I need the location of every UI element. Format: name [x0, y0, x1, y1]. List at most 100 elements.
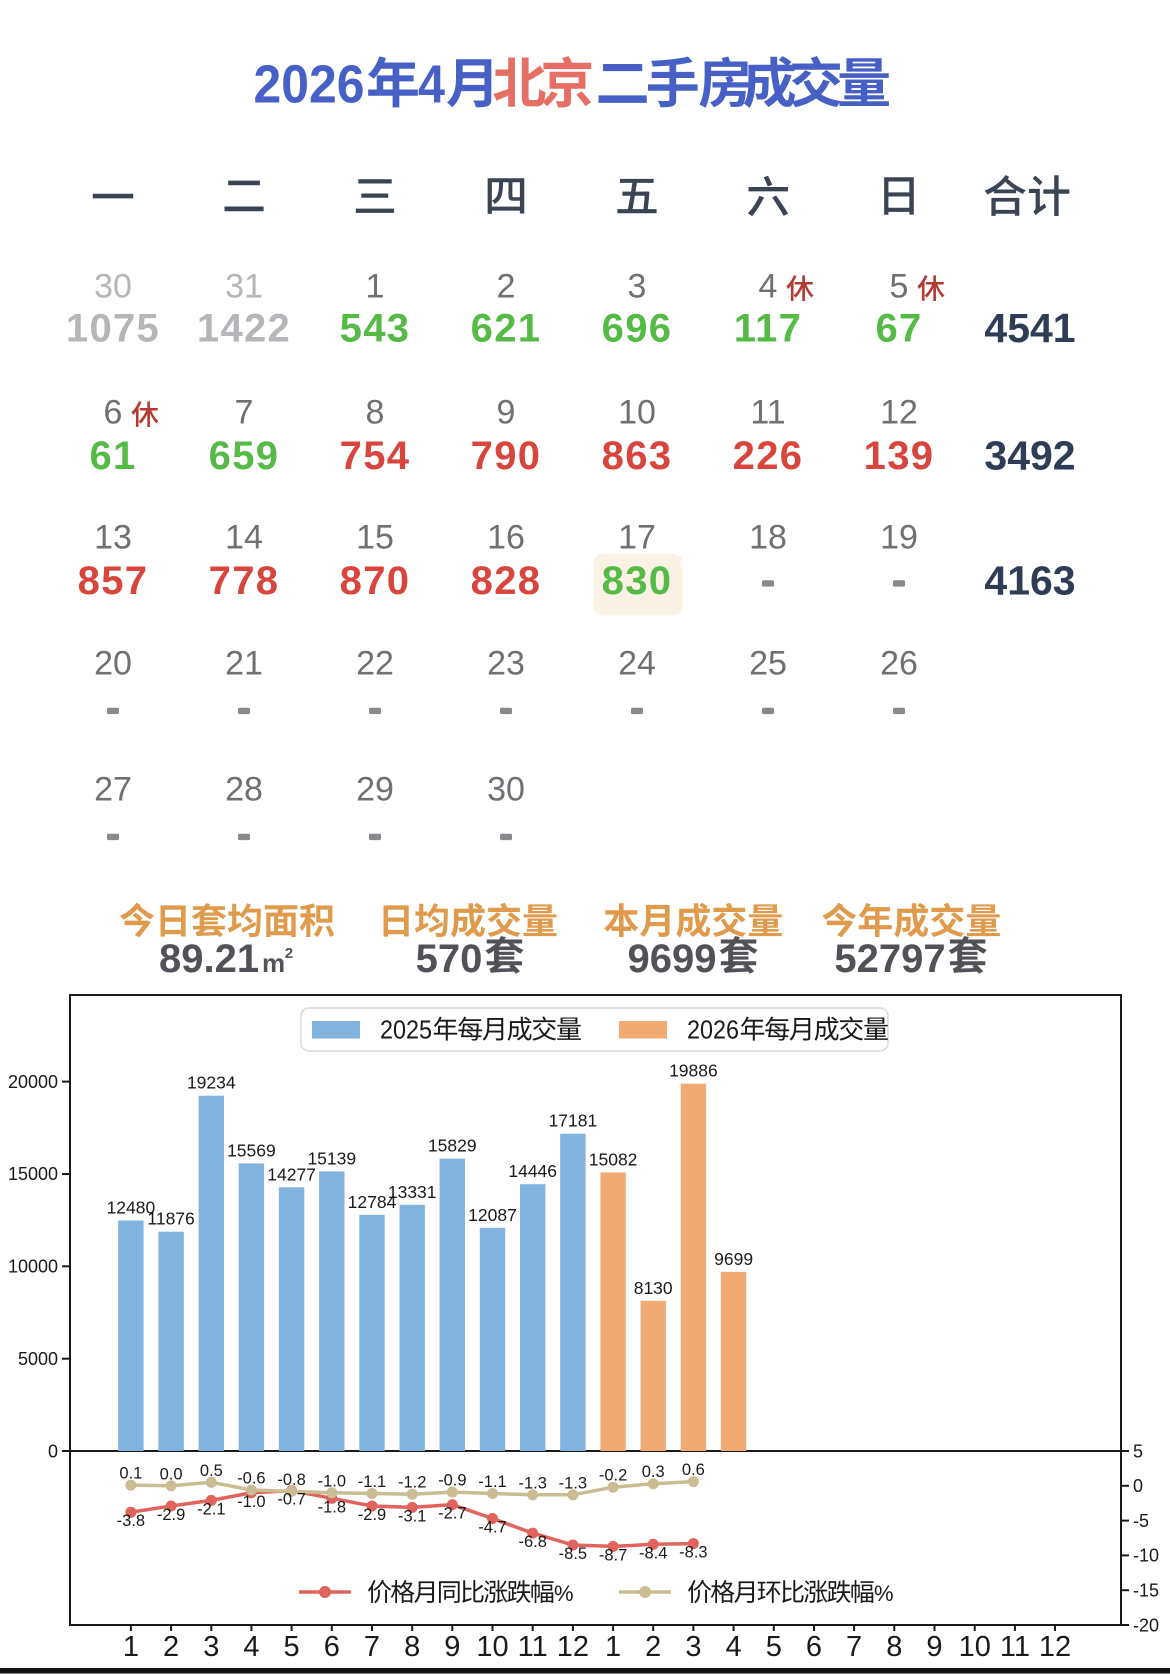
svg-text:22: 22	[356, 644, 394, 682]
svg-text:52797: 52797	[834, 937, 945, 981]
svg-text:0.3: 0.3	[642, 1463, 665, 1481]
svg-text:12087: 12087	[468, 1205, 517, 1225]
svg-text:15: 15	[356, 518, 394, 556]
svg-text:12784: 12784	[348, 1192, 397, 1212]
svg-text:15000: 15000	[8, 1164, 58, 1184]
svg-text:10: 10	[618, 393, 656, 431]
svg-text:5: 5	[766, 1631, 782, 1663]
svg-text:7: 7	[364, 1631, 380, 1663]
svg-text:13331: 13331	[388, 1182, 437, 1202]
svg-text:0.1: 0.1	[119, 1465, 142, 1483]
svg-text:8130: 8130	[634, 1278, 673, 1298]
svg-text:4163: 4163	[984, 557, 1075, 603]
svg-text:0.5: 0.5	[200, 1462, 223, 1480]
svg-text:6: 6	[104, 393, 123, 431]
svg-text:778: 778	[209, 559, 280, 603]
svg-text:18: 18	[749, 518, 787, 556]
svg-text:12480: 12480	[107, 1198, 156, 1218]
svg-text:29: 29	[356, 770, 394, 808]
svg-text:1075: 1075	[66, 307, 160, 351]
svg-text:%: %	[554, 1581, 574, 1606]
svg-text:16: 16	[487, 518, 525, 556]
svg-text:0.0: 0.0	[160, 1465, 183, 1483]
svg-text:11: 11	[1000, 1631, 1030, 1663]
svg-text:7: 7	[846, 1631, 862, 1663]
svg-text:-0.2: -0.2	[599, 1467, 627, 1485]
svg-text:11: 11	[750, 393, 785, 431]
svg-text:4541: 4541	[984, 305, 1075, 351]
svg-text:-1.2: -1.2	[398, 1474, 426, 1492]
svg-text:6: 6	[324, 1631, 340, 1663]
svg-text:570: 570	[416, 937, 483, 981]
svg-text:14: 14	[225, 518, 263, 556]
svg-text:-8.3: -8.3	[679, 1544, 707, 1562]
svg-text:828: 828	[471, 559, 542, 603]
svg-text:11: 11	[518, 1631, 548, 1663]
svg-text:-3.8: -3.8	[117, 1512, 145, 1530]
svg-text:14446: 14446	[508, 1161, 557, 1181]
svg-text:4: 4	[243, 1631, 259, 1663]
svg-text:2: 2	[285, 945, 293, 962]
svg-text:12: 12	[1039, 1631, 1071, 1663]
svg-text:863: 863	[602, 434, 673, 478]
svg-text:9: 9	[926, 1631, 942, 1663]
svg-text:226: 226	[733, 434, 804, 478]
svg-text:61: 61	[89, 434, 136, 478]
svg-text:621: 621	[471, 307, 542, 351]
svg-text:26: 26	[880, 644, 918, 682]
svg-text:-5: -5	[1133, 1511, 1149, 1531]
svg-text:870: 870	[340, 559, 411, 603]
svg-text:5: 5	[890, 267, 909, 305]
svg-text:15829: 15829	[428, 1136, 477, 1156]
svg-text:139: 139	[864, 434, 935, 478]
svg-text:830: 830	[602, 559, 673, 603]
svg-text:7: 7	[235, 393, 254, 431]
svg-text:790: 790	[471, 434, 542, 478]
svg-text:-1.8: -1.8	[318, 1498, 346, 1516]
svg-text:31: 31	[225, 267, 263, 305]
svg-text:21: 21	[225, 644, 263, 682]
svg-text:3: 3	[628, 267, 647, 305]
svg-text:-1.1: -1.1	[478, 1473, 506, 1491]
svg-text:25: 25	[749, 644, 787, 682]
svg-text:20: 20	[94, 644, 132, 682]
svg-text:6: 6	[806, 1631, 822, 1663]
svg-text:15139: 15139	[307, 1148, 356, 1168]
svg-text:12: 12	[557, 1631, 589, 1663]
svg-text:-1.0: -1.0	[318, 1472, 346, 1490]
svg-text:659: 659	[209, 434, 280, 478]
svg-text:19234: 19234	[187, 1073, 236, 1093]
svg-text:1: 1	[605, 1631, 621, 1663]
svg-text:30: 30	[487, 770, 525, 808]
svg-text:24: 24	[618, 644, 656, 682]
svg-text:8: 8	[366, 393, 385, 431]
svg-text:-2.1: -2.1	[197, 1500, 225, 1518]
svg-text:2026: 2026	[687, 1015, 739, 1045]
svg-text:1: 1	[123, 1631, 139, 1663]
svg-text:5: 5	[1133, 1441, 1143, 1461]
svg-text:15569: 15569	[227, 1140, 276, 1160]
svg-text:-6.8: -6.8	[518, 1533, 546, 1551]
svg-text:696: 696	[602, 307, 673, 351]
svg-text:754: 754	[340, 434, 411, 478]
svg-text:-4.7: -4.7	[478, 1519, 506, 1537]
svg-text:-2.7: -2.7	[438, 1505, 466, 1523]
svg-text:10: 10	[476, 1631, 508, 1663]
svg-text:13: 13	[94, 518, 132, 556]
svg-text:12: 12	[880, 393, 918, 431]
svg-text:857: 857	[78, 559, 149, 603]
svg-text:0: 0	[1133, 1476, 1143, 1496]
svg-text:117: 117	[734, 307, 802, 351]
svg-text:5000: 5000	[18, 1349, 58, 1369]
svg-text:-8.5: -8.5	[559, 1545, 587, 1563]
svg-text:4: 4	[759, 267, 778, 305]
svg-text:9: 9	[444, 1631, 460, 1663]
svg-text:-8.4: -8.4	[639, 1544, 667, 1562]
svg-text:9699: 9699	[628, 937, 717, 981]
svg-text:-1.3: -1.3	[559, 1474, 587, 1492]
svg-text:-2.9: -2.9	[358, 1506, 386, 1524]
svg-text:14277: 14277	[267, 1164, 316, 1184]
svg-text:1422: 1422	[197, 307, 291, 351]
svg-text:%: %	[874, 1581, 894, 1606]
svg-text:30: 30	[94, 267, 132, 305]
